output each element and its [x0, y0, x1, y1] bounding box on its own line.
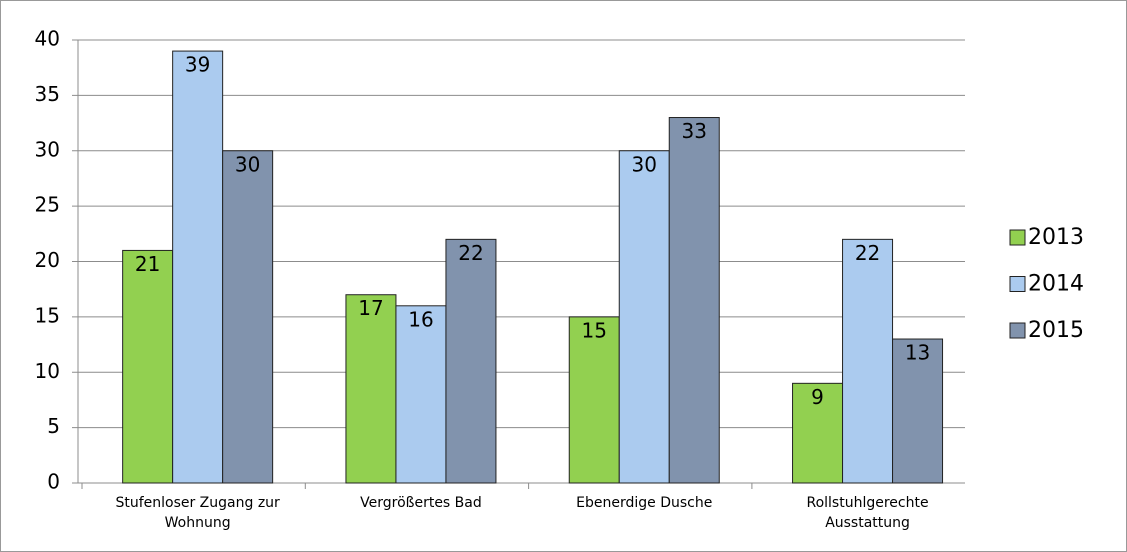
bar — [842, 238, 894, 484]
y-tick-label: 0 — [47, 470, 60, 494]
y-tick-label: 15 — [35, 303, 60, 327]
data-label: 17 — [358, 296, 383, 320]
legend-swatch — [1009, 229, 1026, 246]
data-label: 15 — [582, 318, 607, 342]
legend-swatch — [1009, 322, 1026, 339]
data-label: 33 — [682, 119, 707, 143]
y-tick-label: 20 — [35, 248, 60, 272]
y-tick-label: 10 — [35, 359, 60, 383]
data-label: 30 — [632, 152, 657, 176]
data-label: 39 — [185, 53, 210, 77]
bar — [222, 150, 274, 484]
data-label: 16 — [408, 307, 433, 331]
bar — [618, 150, 670, 484]
bar — [122, 249, 174, 484]
data-label: 21 — [135, 252, 160, 276]
legend-label: 2013 — [1028, 225, 1084, 250]
bar — [568, 316, 620, 484]
y-tick-label: 25 — [35, 193, 60, 217]
y-tick-label: 40 — [35, 27, 60, 51]
bar — [668, 117, 720, 484]
legend-label: 2015 — [1028, 318, 1084, 343]
legend-swatch — [1009, 276, 1026, 292]
bar — [345, 294, 397, 484]
y-tick-label: 5 — [47, 414, 60, 438]
data-label: 30 — [235, 152, 260, 176]
legend-label: 2014 — [1028, 272, 1084, 297]
data-label: 13 — [905, 341, 930, 365]
bar — [395, 305, 447, 484]
data-label: 22 — [458, 241, 483, 265]
y-tick-label: 30 — [35, 137, 60, 161]
x-tick-label: Rollstuhlgerechte Ausstattung — [806, 495, 929, 531]
bar — [172, 50, 224, 484]
y-tick-label: 35 — [35, 82, 60, 106]
data-label: 22 — [855, 241, 880, 265]
x-tick-label: Stufenloser Zugang zur Wohnung — [115, 495, 280, 531]
x-tick-label: Vergrößertes Bad — [360, 495, 482, 511]
data-label: 9 — [811, 385, 824, 409]
bar — [792, 382, 844, 484]
bar — [445, 238, 497, 484]
x-tick-label: Ebenerdige Dusche — [576, 495, 713, 511]
bar — [892, 338, 944, 484]
